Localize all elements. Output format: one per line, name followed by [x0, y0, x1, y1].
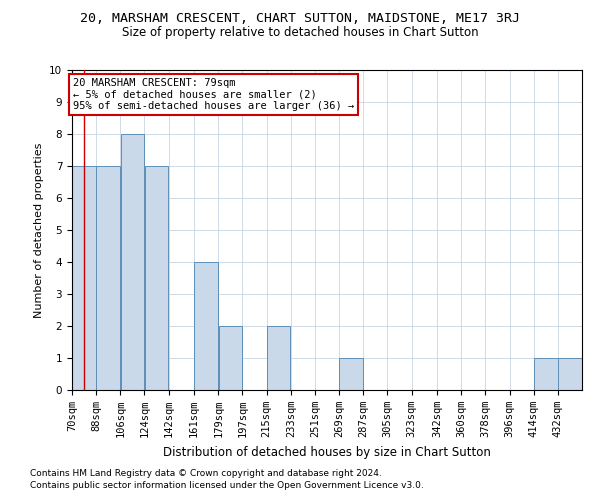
Bar [145, 166, 168, 390]
Bar [267, 326, 290, 390]
Bar [121, 134, 144, 390]
Text: Contains public sector information licensed under the Open Government Licence v3: Contains public sector information licen… [30, 481, 424, 490]
Text: Contains HM Land Registry data © Crown copyright and database right 2024.: Contains HM Land Registry data © Crown c… [30, 468, 382, 477]
X-axis label: Distribution of detached houses by size in Chart Sutton: Distribution of detached houses by size … [163, 446, 491, 458]
Bar [73, 166, 96, 390]
Y-axis label: Number of detached properties: Number of detached properties [34, 142, 44, 318]
Bar [194, 262, 218, 390]
Bar [558, 358, 581, 390]
Text: 20, MARSHAM CRESCENT, CHART SUTTON, MAIDSTONE, ME17 3RJ: 20, MARSHAM CRESCENT, CHART SUTTON, MAID… [80, 12, 520, 26]
Bar [97, 166, 120, 390]
Bar [534, 358, 557, 390]
Text: 20 MARSHAM CRESCENT: 79sqm
← 5% of detached houses are smaller (2)
95% of semi-d: 20 MARSHAM CRESCENT: 79sqm ← 5% of detac… [73, 78, 354, 111]
Bar [218, 326, 242, 390]
Bar [340, 358, 363, 390]
Text: Size of property relative to detached houses in Chart Sutton: Size of property relative to detached ho… [122, 26, 478, 39]
